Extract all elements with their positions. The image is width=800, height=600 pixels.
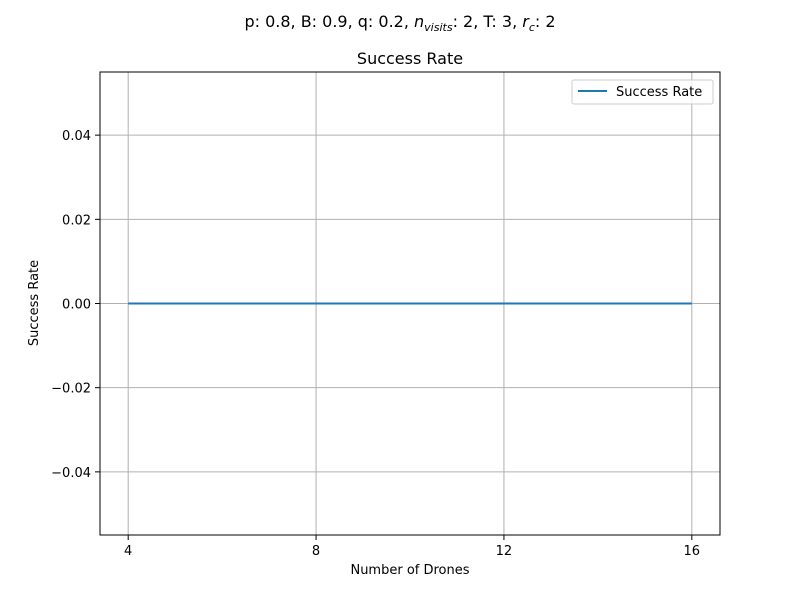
x-axis-label: Number of Drones — [350, 563, 469, 578]
suptitle-end: : 2 — [535, 12, 556, 31]
legend: Success Rate — [571, 79, 714, 105]
figure-suptitle: p: 0.8, B: 0.9, q: 0.2, nvisits: 2, T: 3… — [244, 12, 555, 34]
x-tick-label: 8 — [312, 544, 320, 559]
y-tick-label: 0.04 — [62, 129, 91, 144]
y-tick-label: 0.02 — [62, 213, 91, 228]
suptitle-r-sub: c — [529, 21, 535, 34]
x-tick-label: 4 — [124, 544, 132, 559]
legend-box — [571, 79, 714, 105]
x-tick-label: 16 — [684, 544, 701, 559]
y-tick-label: −0.04 — [51, 466, 91, 481]
x-tick-label: 12 — [496, 544, 513, 559]
y-tick-label: −0.02 — [51, 382, 91, 397]
y-axis-label: Success Rate — [27, 260, 42, 346]
suptitle-n-sub: visits — [424, 21, 453, 34]
chart-title: Success Rate — [357, 49, 463, 68]
suptitle-params: p: 0.8, B: 0.9, q: 0.2, — [244, 12, 414, 31]
suptitle-n: n — [414, 12, 424, 31]
axis-ticks: 4 8 12 16 −0.04 −0.02 0.00 0.02 0.04 — [51, 129, 700, 559]
y-tick-label: 0.00 — [62, 298, 91, 313]
suptitle-r: r — [522, 12, 530, 31]
suptitle-middle: : 2, T: 3, — [453, 12, 523, 31]
legend-label: Success Rate — [616, 85, 702, 100]
